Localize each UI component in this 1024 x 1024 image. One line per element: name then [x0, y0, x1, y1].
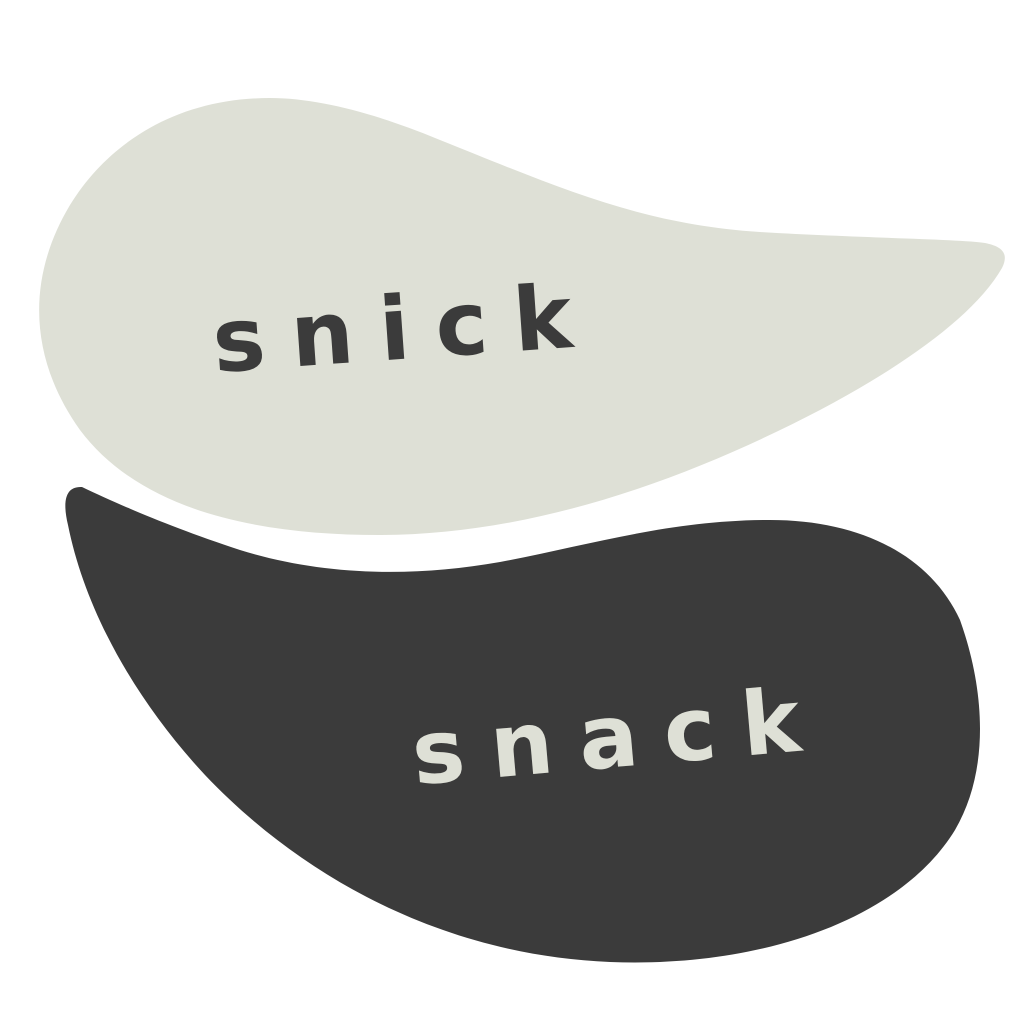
bottom-blob [65, 486, 981, 963]
top-blob [39, 98, 1005, 535]
